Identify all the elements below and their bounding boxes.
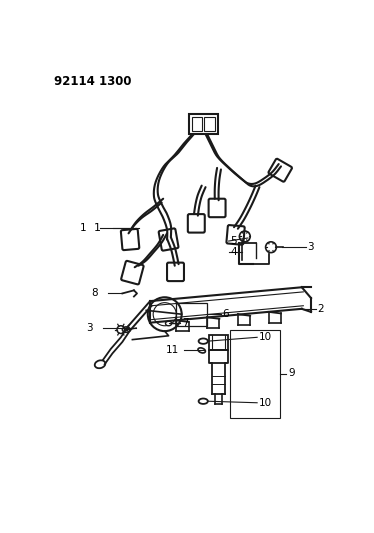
Text: 6: 6 (223, 309, 229, 319)
Text: 5: 5 (230, 236, 237, 246)
Text: 10: 10 (259, 332, 272, 342)
Text: 1: 1 (94, 223, 101, 233)
Text: 3: 3 (307, 242, 314, 252)
Bar (230, 329, 280, 418)
Text: 9: 9 (288, 368, 295, 378)
Bar (204, 117, 215, 131)
Text: 8: 8 (91, 288, 98, 298)
Bar (191, 117, 202, 131)
Text: 2: 2 (317, 304, 324, 314)
Ellipse shape (165, 321, 172, 326)
Bar (209, 335, 228, 350)
Bar (176, 303, 207, 326)
Bar (188, 114, 218, 134)
Text: 11: 11 (166, 345, 180, 356)
Text: 4: 4 (230, 247, 237, 257)
Text: 3: 3 (86, 323, 93, 333)
Text: 1: 1 (80, 223, 87, 233)
Text: 10: 10 (259, 398, 272, 408)
Text: 7: 7 (182, 318, 188, 328)
Text: 92114 1300: 92114 1300 (54, 75, 131, 88)
